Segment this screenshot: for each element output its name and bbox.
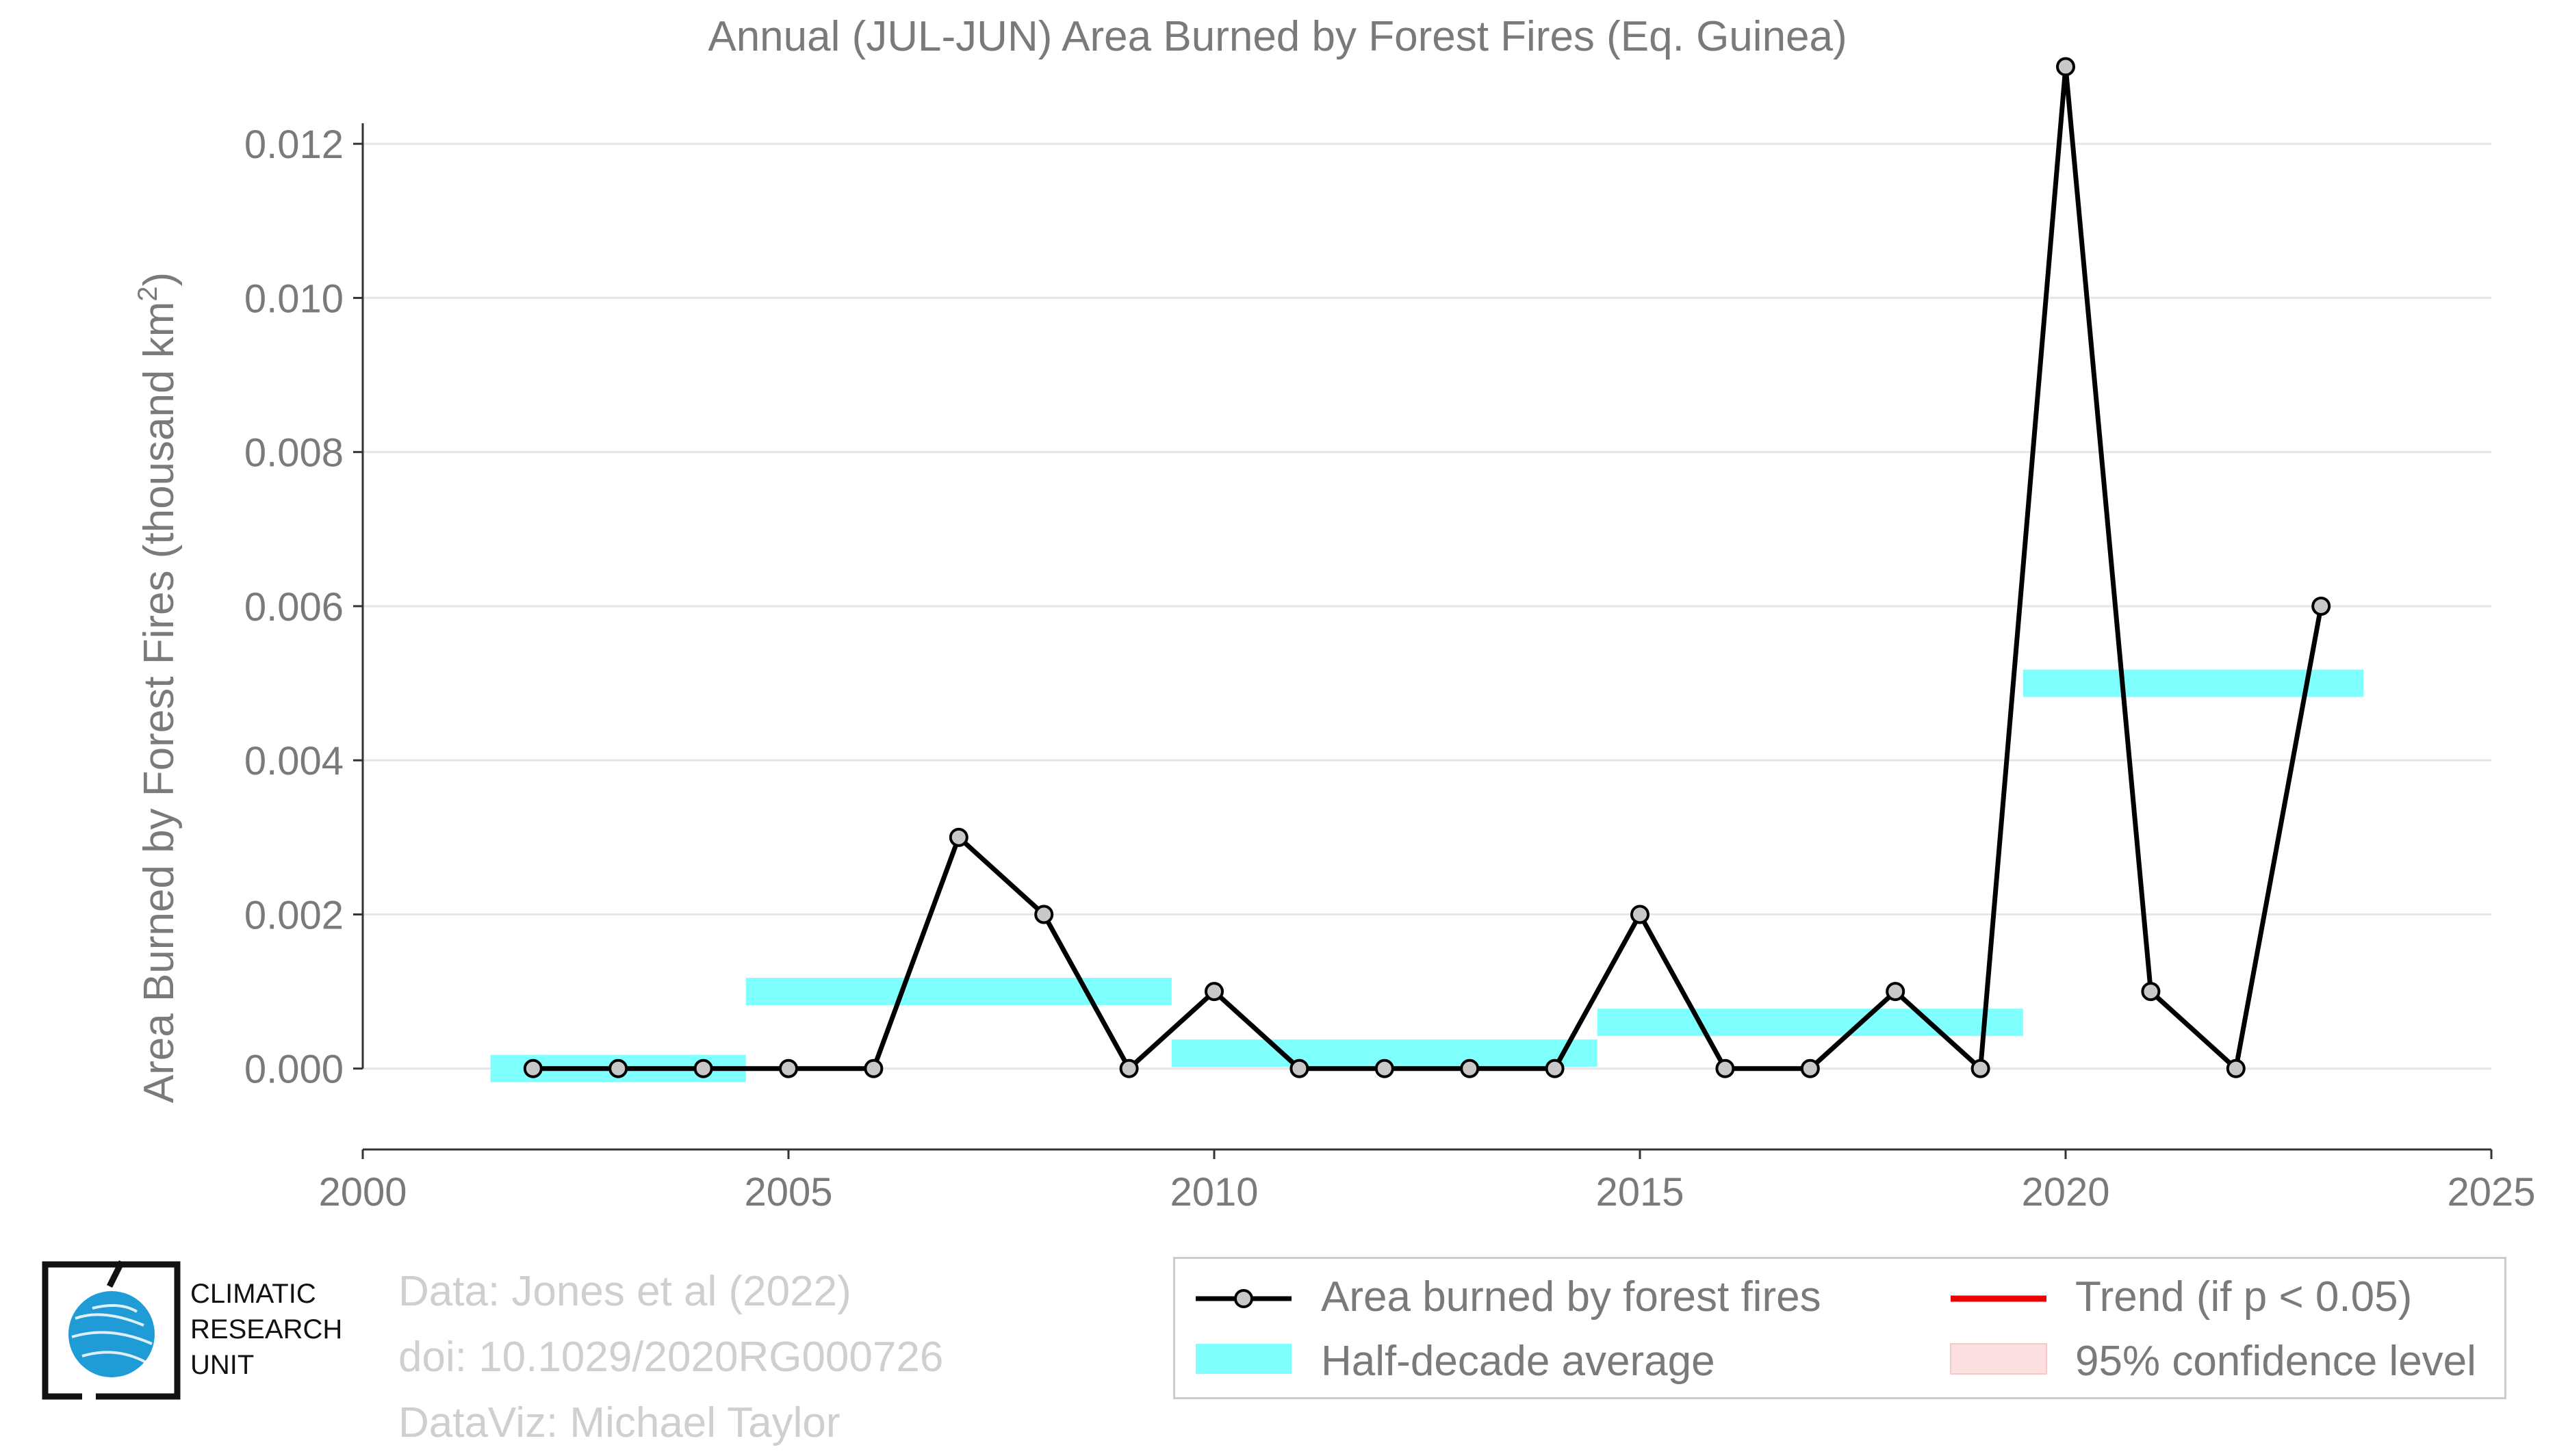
data-point bbox=[2141, 982, 2161, 1002]
cru-line-1: CLIMATIC bbox=[190, 1279, 316, 1309]
data-point bbox=[1545, 1058, 1565, 1078]
legend-label-half-decade: Half-decade average bbox=[1321, 1338, 1715, 1385]
data-point bbox=[1205, 982, 1224, 1002]
data-point bbox=[1800, 1058, 1820, 1078]
data-point bbox=[523, 1058, 543, 1078]
data-point bbox=[2226, 1058, 2246, 1078]
credit-data: Data: Jones et al (2022) bbox=[398, 1268, 851, 1315]
y-tick-label: 0.000 bbox=[244, 1048, 344, 1092]
half-decade-band bbox=[1597, 1009, 2023, 1037]
chart-title: Annual (JUL-JUN) Area Burned by Forest F… bbox=[708, 13, 1847, 60]
globe-icon bbox=[68, 1291, 155, 1377]
legend-key-confidence bbox=[1950, 1343, 2047, 1375]
data-point bbox=[1034, 905, 1054, 924]
x-tick-label: 2000 bbox=[318, 1170, 407, 1214]
y-tick-label: 0.006 bbox=[244, 585, 344, 629]
data-point bbox=[1289, 1058, 1309, 1078]
credits: Data: Jones et al (2022) doi: 10.1029/20… bbox=[398, 1259, 943, 1456]
data-point bbox=[1886, 982, 1905, 1002]
data-point bbox=[2056, 57, 2075, 77]
y-axis-label: Area Burned by Forest Fires (thousand km… bbox=[133, 272, 183, 1104]
cru-line-3: UNIT bbox=[190, 1350, 255, 1380]
y-tick-label: 0.008 bbox=[244, 431, 344, 476]
data-point bbox=[693, 1058, 713, 1078]
legend-label-area-burned: Area burned by forest fires bbox=[1321, 1273, 1821, 1321]
legend-label-trend: Trend (if p < 0.05) bbox=[2075, 1273, 2413, 1321]
y-tick-label: 0.004 bbox=[244, 739, 344, 783]
area-burned-series bbox=[523, 57, 2331, 1078]
cru-logo bbox=[42, 1260, 181, 1400]
axes: 0.000 0.002 0.004 0.006 0.008 0.010 0.012 2000 2… bbox=[244, 122, 2536, 1214]
data-point bbox=[608, 1058, 628, 1078]
data-point bbox=[949, 827, 968, 847]
legend-key-marker bbox=[1234, 1289, 1253, 1308]
data-point bbox=[1460, 1058, 1480, 1078]
data-point bbox=[1630, 905, 1649, 924]
cru-logo-text: CLIMATIC RESEARCH UNIT bbox=[190, 1276, 342, 1383]
y-tick-label: 0.010 bbox=[244, 276, 344, 321]
half-decade-band bbox=[2023, 669, 2364, 697]
grid-lines bbox=[363, 142, 2491, 1070]
cru-line-2: RESEARCH bbox=[190, 1314, 343, 1344]
x-tick-label: 2015 bbox=[1595, 1170, 1684, 1214]
half-decade-band bbox=[745, 978, 1172, 1006]
series-line bbox=[532, 64, 2324, 1071]
legend-label-confidence: 95% confidence level bbox=[2075, 1338, 2476, 1385]
data-point bbox=[1970, 1058, 1990, 1078]
credit-doi: doi: 10.1029/2020RG000726 bbox=[398, 1334, 944, 1381]
x-tick-label: 2010 bbox=[1170, 1170, 1258, 1214]
data-point bbox=[864, 1058, 884, 1078]
half-decade-bands bbox=[490, 669, 2364, 1082]
data-point bbox=[2311, 596, 2331, 616]
legend-keys bbox=[1196, 1289, 2047, 1375]
x-tick-label: 2020 bbox=[2021, 1170, 2109, 1214]
legend-key-half-decade bbox=[1196, 1344, 1292, 1374]
x-tick-label: 2025 bbox=[2447, 1170, 2535, 1214]
data-point bbox=[1715, 1058, 1735, 1078]
legend: Area burned by forest fires Trend (if p … bbox=[1173, 1257, 2506, 1399]
x-tick-label: 2005 bbox=[744, 1170, 832, 1214]
data-point bbox=[779, 1058, 798, 1078]
y-tick-label: 0.002 bbox=[244, 893, 344, 937]
credit-dataviz: DataViz: Michael Taylor bbox=[398, 1399, 840, 1447]
y-tick-label: 0.012 bbox=[244, 122, 344, 167]
data-point bbox=[1374, 1058, 1394, 1078]
data-point bbox=[1119, 1058, 1139, 1078]
